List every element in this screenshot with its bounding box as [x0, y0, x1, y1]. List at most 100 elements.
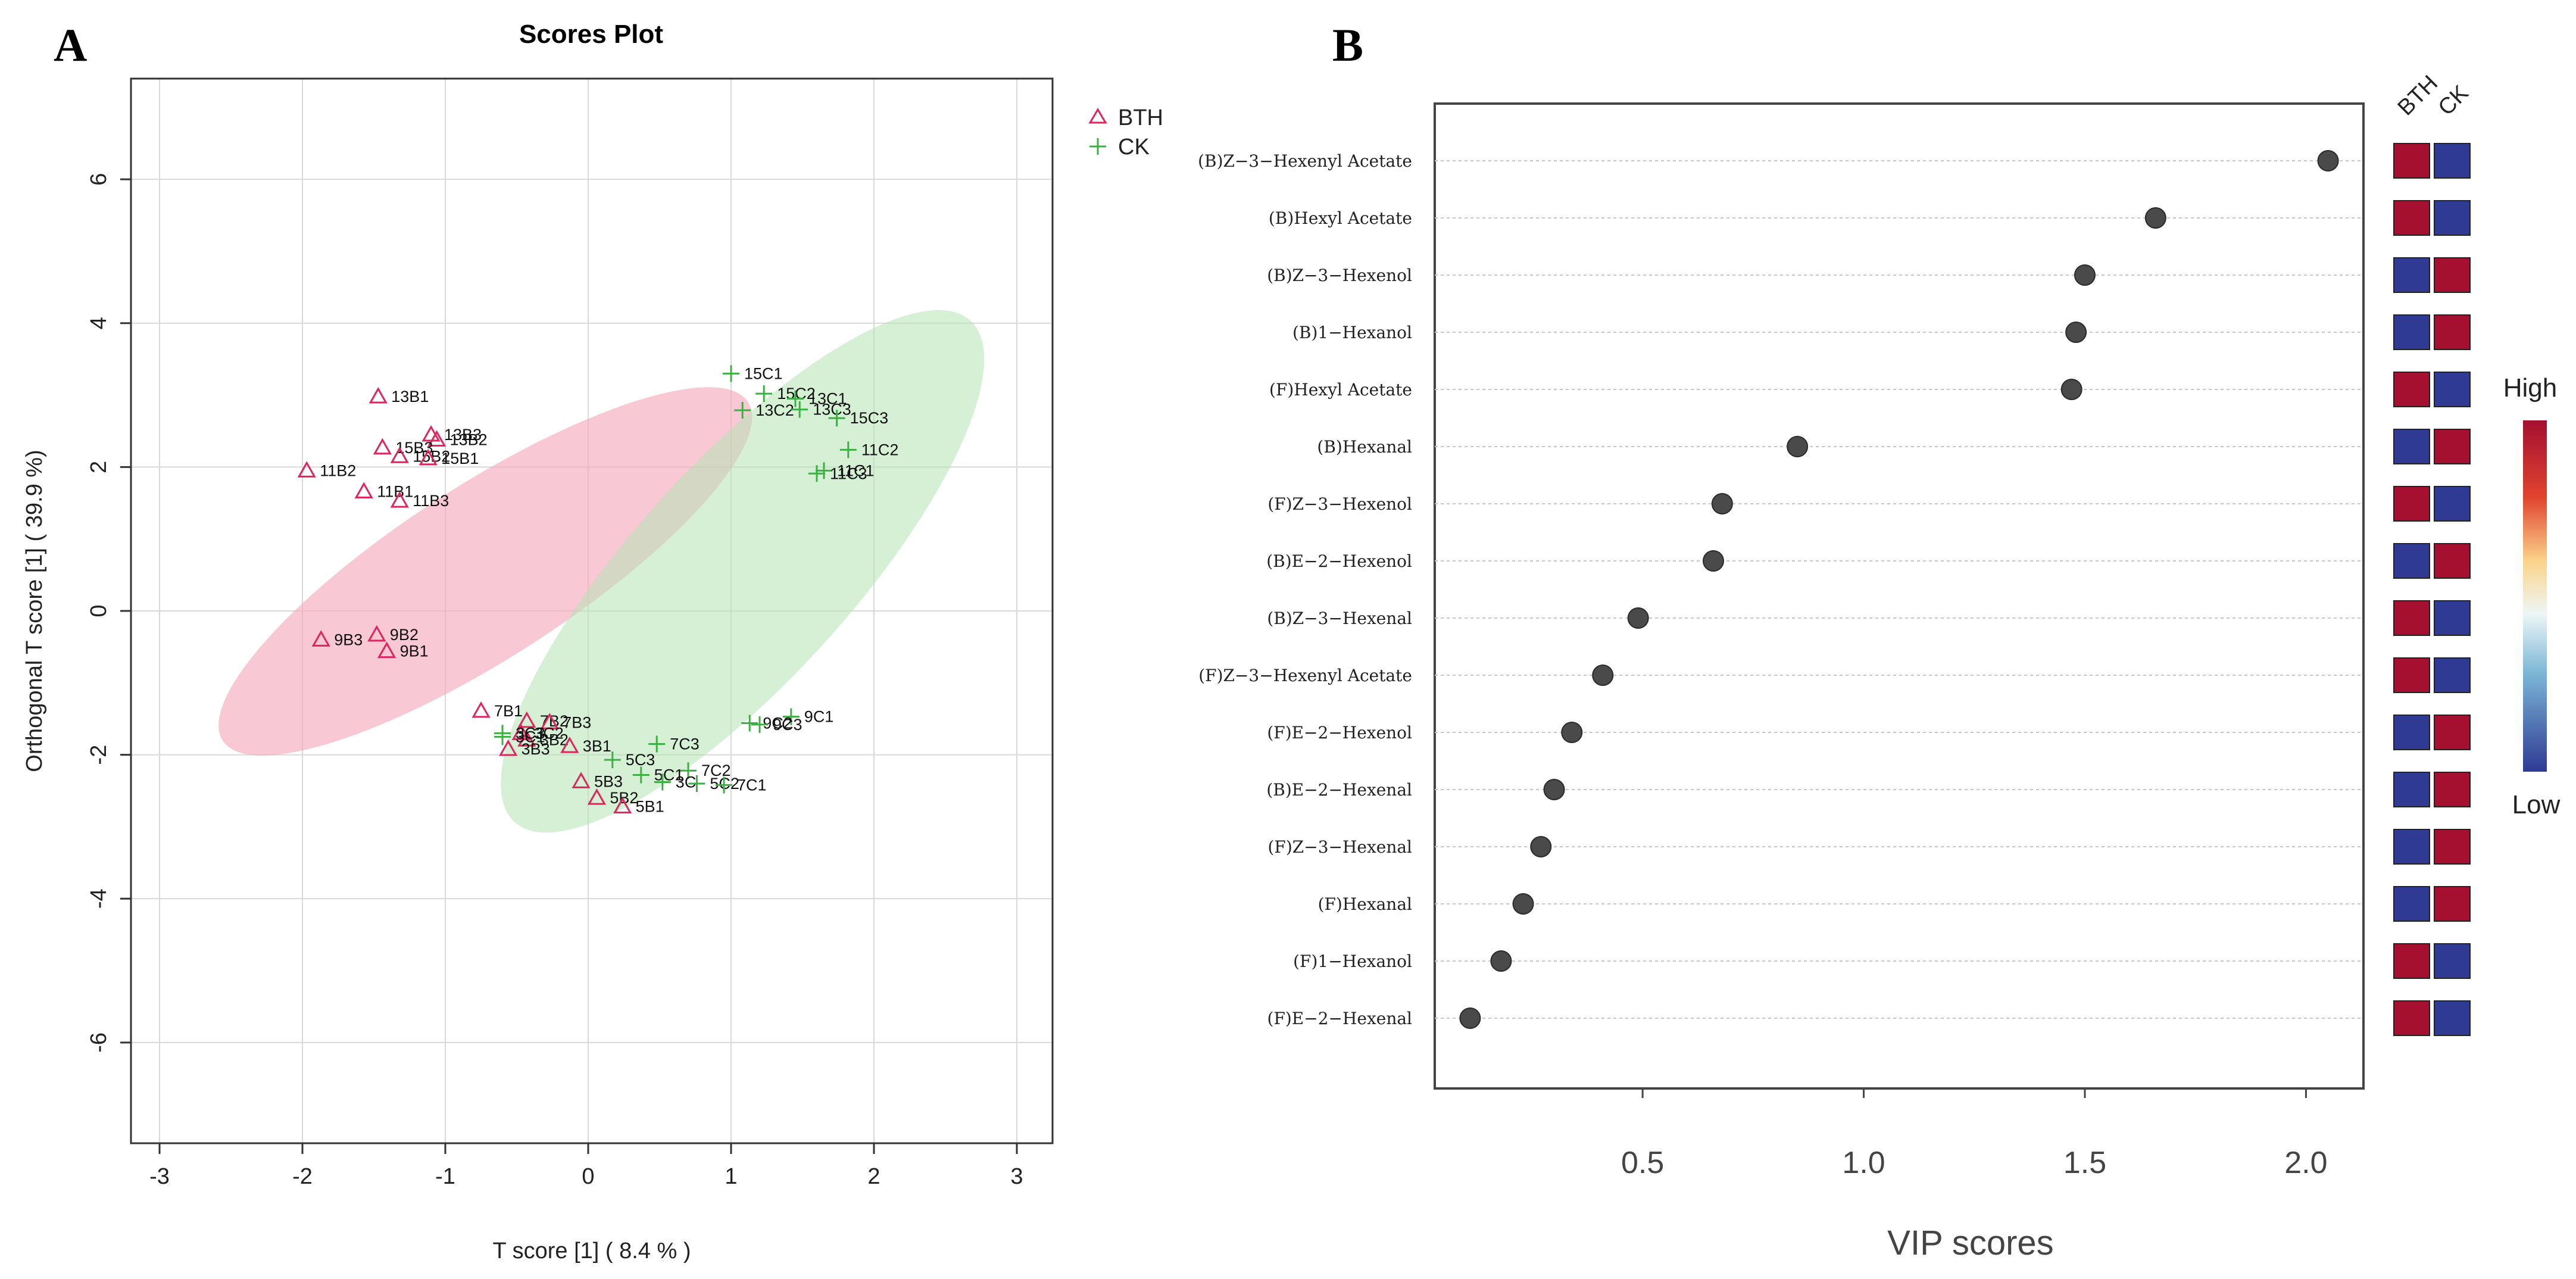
point-label-7c3: 7C3: [670, 735, 700, 753]
point-label-11c2: 11C2: [861, 441, 899, 458]
point-label-7c1: 7C1: [737, 776, 767, 794]
variable-label: (F)Z−3−Hexenol: [1267, 494, 1412, 514]
point-5c1: [632, 766, 650, 784]
point-label-13b2: 13B2: [450, 431, 488, 448]
point-7b2: [517, 711, 536, 728]
point-11c1: [816, 462, 832, 479]
point-label-13b3: 13B3: [444, 426, 482, 444]
point-label-11b3: 11B3: [413, 492, 449, 510]
point-label-7b3: 7B3: [563, 713, 591, 731]
point-15c2: [755, 385, 773, 403]
vip-x-tick-label: 1.5: [2063, 1146, 2106, 1180]
point-11c3: [808, 465, 825, 482]
variable-label: (F)E−2−Hexenol: [1267, 723, 1412, 743]
vip-plot-frame: [1434, 102, 2365, 1090]
point-13b1: [369, 386, 388, 404]
variable-label: (F)Hexyl Acetate: [1269, 380, 1412, 400]
colorbar-gradient: [2523, 420, 2547, 772]
point-label-9b3: 9B3: [334, 631, 363, 648]
point-3b2: [517, 730, 536, 747]
heat-cell-ck: [2434, 372, 2471, 407]
variable-label: (B)Hexanal: [1317, 437, 1412, 457]
point-11b2: [297, 461, 316, 478]
point-label-3c1: 3C1: [516, 728, 545, 745]
point-7c1: [716, 776, 732, 794]
point-label-9c1: 9C1: [804, 708, 834, 726]
x-tick-label: 3: [1010, 1164, 1023, 1189]
vip-plot: (B)Z−3−Hexenyl Acetate (B)Hexyl Acetate (B…: [1198, 71, 2561, 1262]
variable-label: (B)E−2−Hexenol: [1266, 551, 1412, 571]
heatmap-header-bth: BTH: [2393, 71, 2443, 120]
vip-dot: [1490, 950, 1512, 972]
confidence-ellipse-ck: [501, 310, 985, 833]
colorbar-low-label: Low: [2512, 790, 2561, 819]
point-9b2: [367, 625, 386, 642]
heat-cell-ck: [2434, 543, 2471, 579]
vip-x-axis-label: VIP scores: [1887, 1224, 2053, 1262]
heat-cell-bth: [2393, 600, 2430, 636]
legend-ck-label: CK: [1118, 135, 1150, 160]
heat-cell-ck: [2434, 1000, 2471, 1036]
vip-axis-ticks: 0.5 1.0 1.5 2.0: [1621, 1088, 2328, 1180]
point-label-3c2: 3C2: [534, 724, 564, 742]
point-9c2: [741, 715, 758, 732]
variable-label: (F)Z−3−Hexenyl Acetate: [1198, 666, 1412, 685]
variable-label: (B)Z−3−Hexenyl Acetate: [1198, 151, 1412, 171]
y-tick-label: -2: [86, 745, 111, 765]
point-label-9c3: 9C3: [773, 716, 803, 734]
variable-label: (B)Z−3−Hexenol: [1267, 266, 1412, 285]
variable-label: (B)1−Hexanol: [1292, 323, 1412, 342]
y-tick-label: 6: [86, 173, 111, 186]
point-7b1: [472, 701, 491, 718]
vip-x-tick-label: 2.0: [2284, 1146, 2327, 1180]
vip-x-tick-label: 0.5: [1621, 1146, 1664, 1180]
point-label-13b1: 13B1: [391, 388, 429, 405]
point-label-5b2: 5B2: [610, 789, 638, 807]
point-label-7b1: 7B1: [494, 702, 523, 720]
point-9c3: [751, 716, 768, 733]
heat-cell-ck: [2434, 829, 2471, 865]
point-15b3: [373, 438, 392, 455]
scores-plot: Scores Plot -3 -2 -1 0 1 2 3 -6 -4 -2 0 2 4 6 13B1 13B…: [22, 20, 1163, 1264]
vip-heatmap: [2393, 143, 2471, 1036]
point-label-13c1: 13C1: [808, 390, 847, 408]
variable-label: (F)E−2−Hexenal: [1267, 1009, 1413, 1028]
x-tick-label: 2: [867, 1164, 880, 1189]
point-label-5c1: 5C1: [654, 766, 684, 784]
scores-x-axis-label: T score [1] ( 8.4 % ): [493, 1239, 691, 1264]
x-tick-label: 1: [725, 1164, 737, 1189]
heat-cell-ck: [2434, 715, 2471, 750]
point-3b3: [499, 739, 518, 756]
point-label-3c: 3C: [676, 773, 697, 791]
x-tick-label: -3: [149, 1164, 170, 1189]
vip-dot: [2074, 264, 2096, 286]
point-5b2: [587, 788, 606, 805]
point-label-11c1: 11C1: [837, 461, 875, 479]
point-7b3: [540, 713, 559, 729]
point-13b2: [427, 430, 446, 447]
point-3c2: [511, 723, 530, 740]
point-9b3: [311, 630, 330, 647]
point-9b1: [377, 641, 396, 659]
vip-dot: [1787, 436, 1809, 457]
point-3b1: [560, 737, 579, 753]
point-label-3c3: 3C3: [516, 724, 545, 742]
scores-plot-title: Scores Plot: [519, 20, 663, 49]
x-tick-label: -2: [292, 1164, 313, 1189]
heat-cell-ck: [2434, 486, 2471, 522]
variable-label: (B)Hexyl Acetate: [1269, 208, 1412, 228]
legend-ck-marker: [1089, 138, 1106, 155]
point-15b2: [390, 447, 409, 463]
heat-cell-bth: [2393, 886, 2430, 922]
panel-letter-b: B: [1332, 19, 1363, 71]
point-5c2: [688, 775, 705, 792]
point-label-9b1: 9B1: [400, 642, 429, 660]
vip-dot: [1459, 1007, 1481, 1029]
scores-axis-ticks: -3 -2 -1 0 1 2 3 -6 -4 -2 0 2 4 6: [86, 173, 1023, 1189]
colorbar-high-label: High: [2503, 373, 2558, 403]
scores-legend: BTH CK: [1088, 105, 1163, 160]
point-label-3b1: 3B1: [583, 737, 611, 755]
point-7c3: [648, 735, 666, 753]
